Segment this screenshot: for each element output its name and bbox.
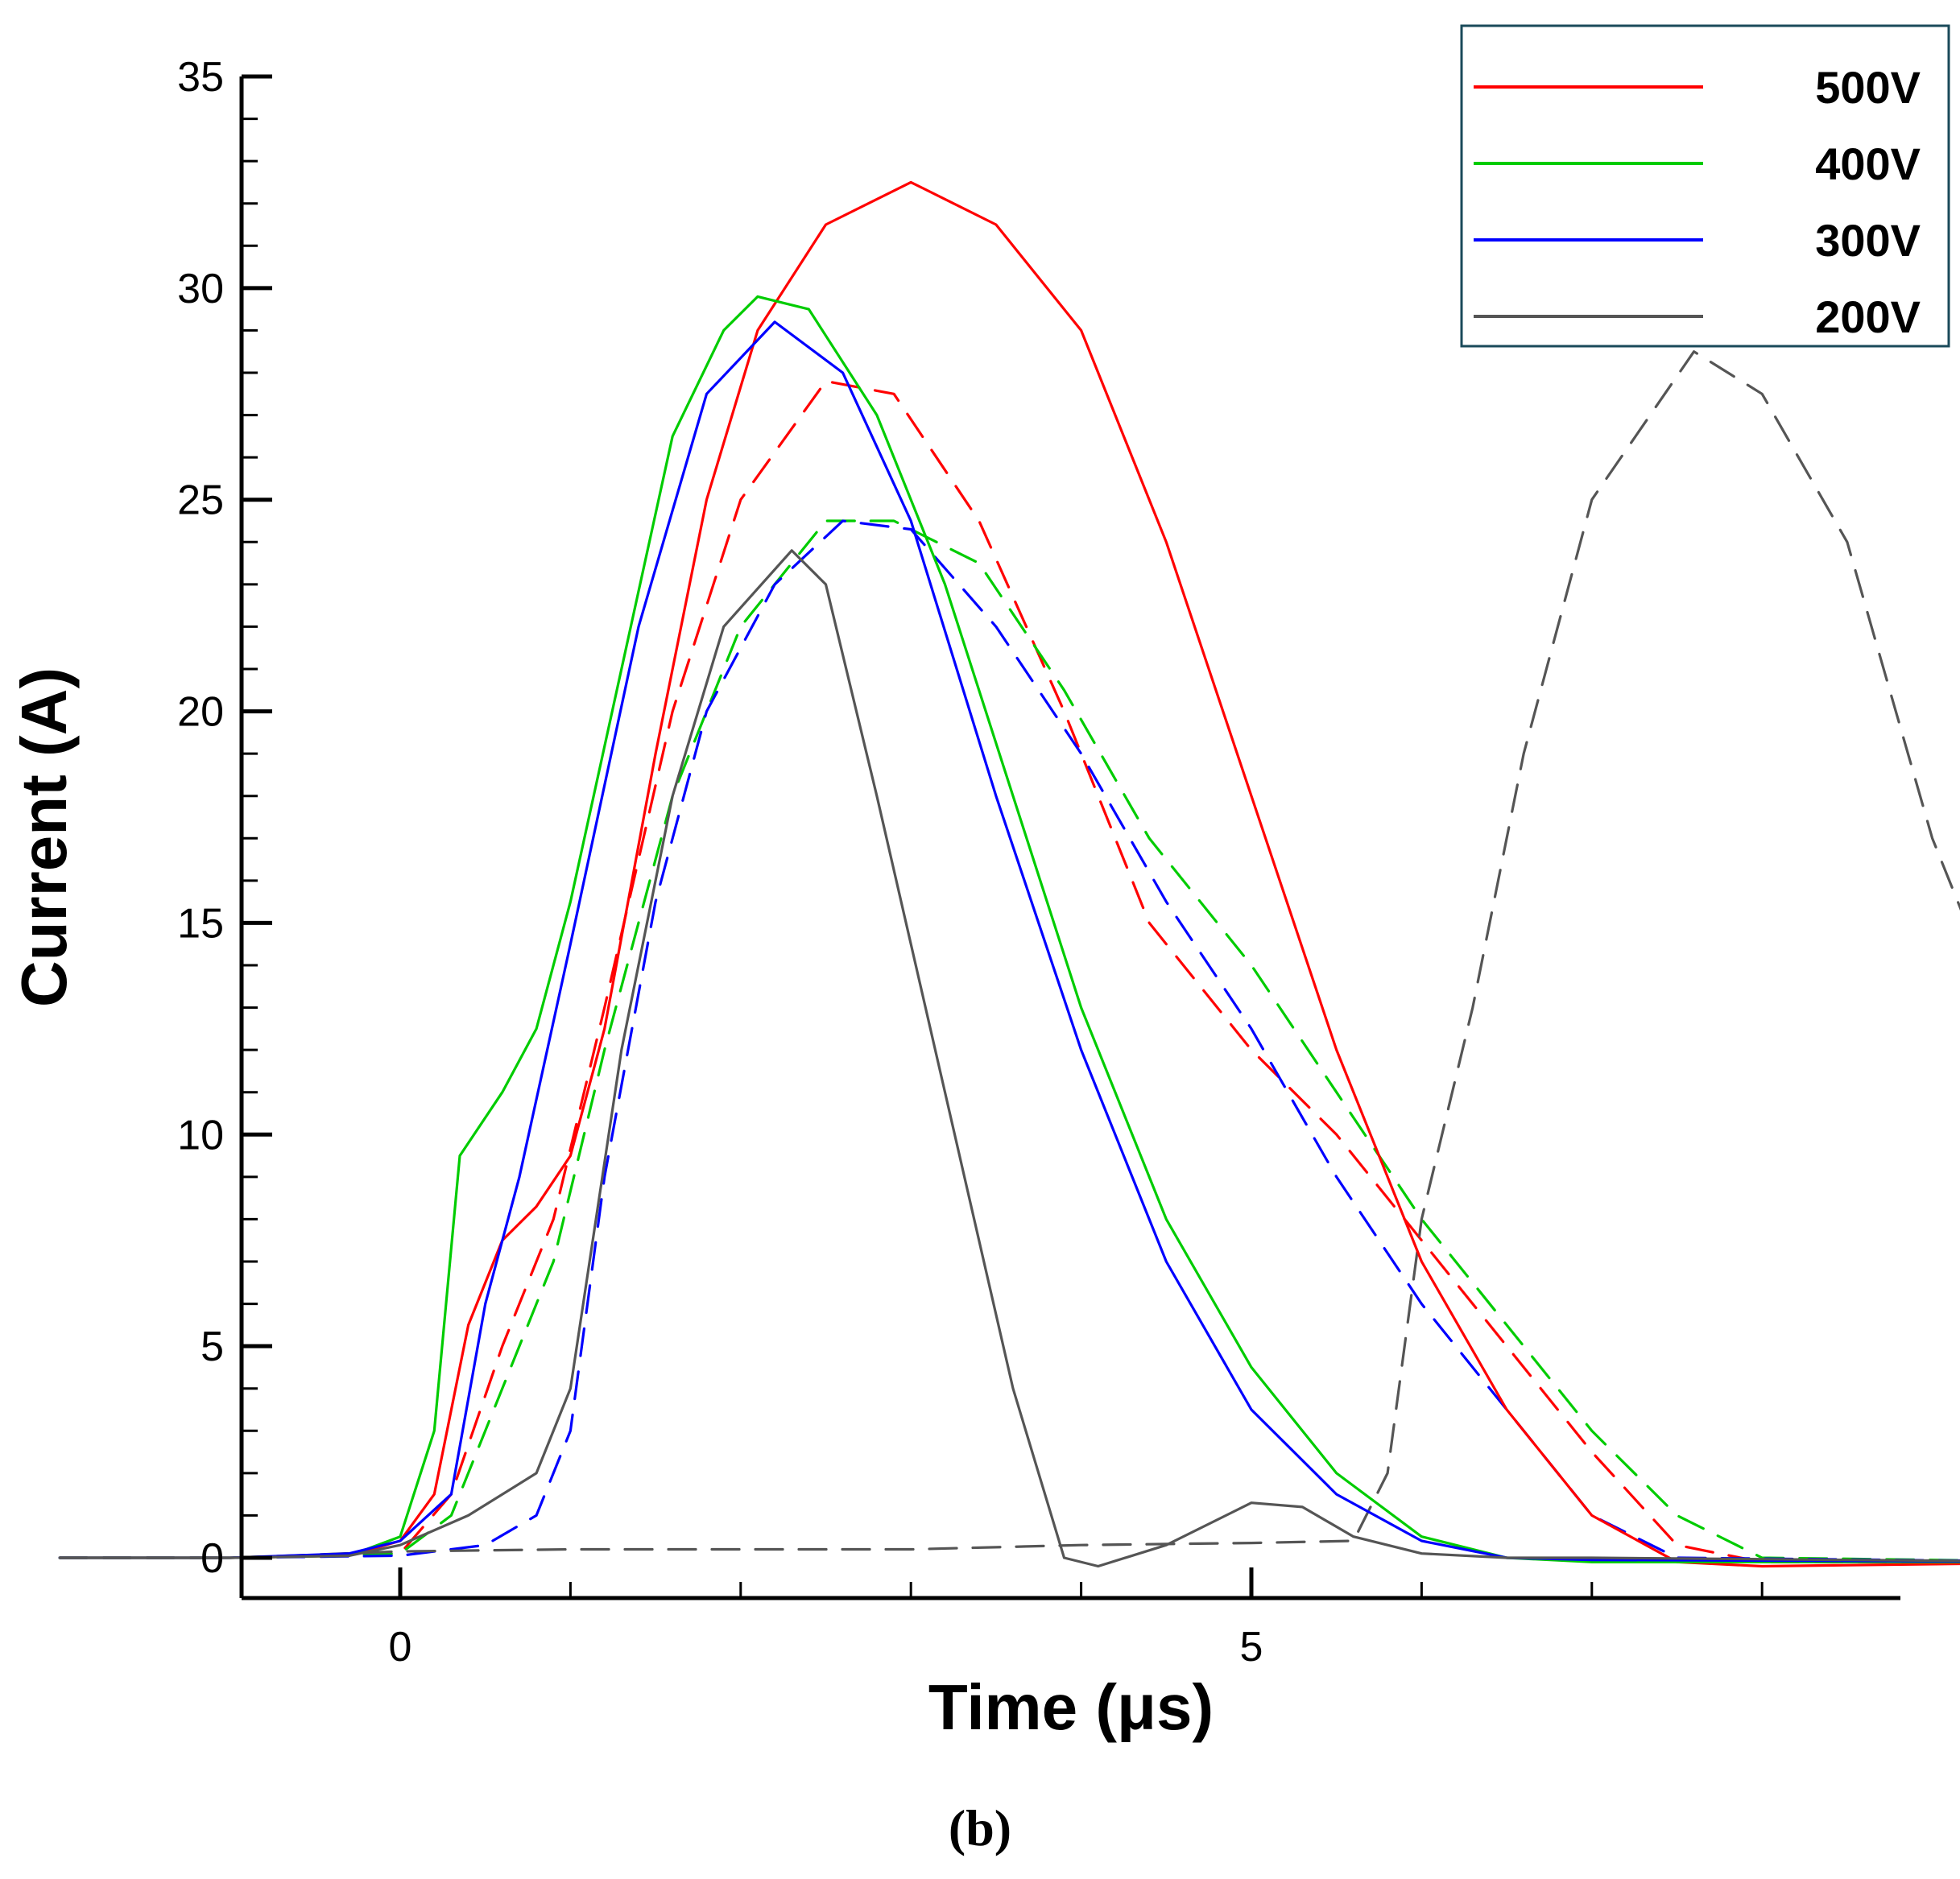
y-axis-title: Current (A) [8,667,80,1007]
series-line-300v-dashed [58,519,1960,1563]
series-line-500v-dashed [58,379,1960,1563]
legend-label: 400V [1815,138,1921,189]
series-layer [58,180,1960,1568]
x-tick-label: 0 [389,1624,412,1670]
y-tick-label: 10 [177,1112,224,1158]
series-line-200v-dashed [58,350,1960,1559]
legend-items: 500V 400V 300V 200V [1474,62,1921,342]
y-tick-label: 35 [177,54,224,101]
y-tick-label: 30 [177,266,224,312]
series-line-500v [58,180,1960,1568]
legend-label: 300V [1815,215,1921,266]
series-line-200v [58,549,1960,1568]
ticks-layer: 05101520253035051015 [177,54,1764,1670]
figure-caption: (b) [949,1799,1011,1856]
legend-box [1460,24,1950,348]
x-tick-label: 5 [1240,1624,1263,1670]
legend-label: 500V [1815,62,1921,113]
series-line-300v [58,320,1960,1563]
legend-label: 200V [1815,291,1921,342]
legend: 500V 400V 300V 200V [1460,24,1950,348]
y-tick-label: 25 [177,477,224,524]
series-line-400v-dashed [58,519,1960,1562]
y-tick-label: 5 [201,1324,224,1370]
x-axis-title: Time (μs) [928,1671,1214,1743]
series-line-400v [58,295,1960,1563]
y-tick-label: 20 [177,689,224,736]
y-tick-label: 15 [177,900,224,947]
y-tick-label: 0 [201,1535,224,1582]
